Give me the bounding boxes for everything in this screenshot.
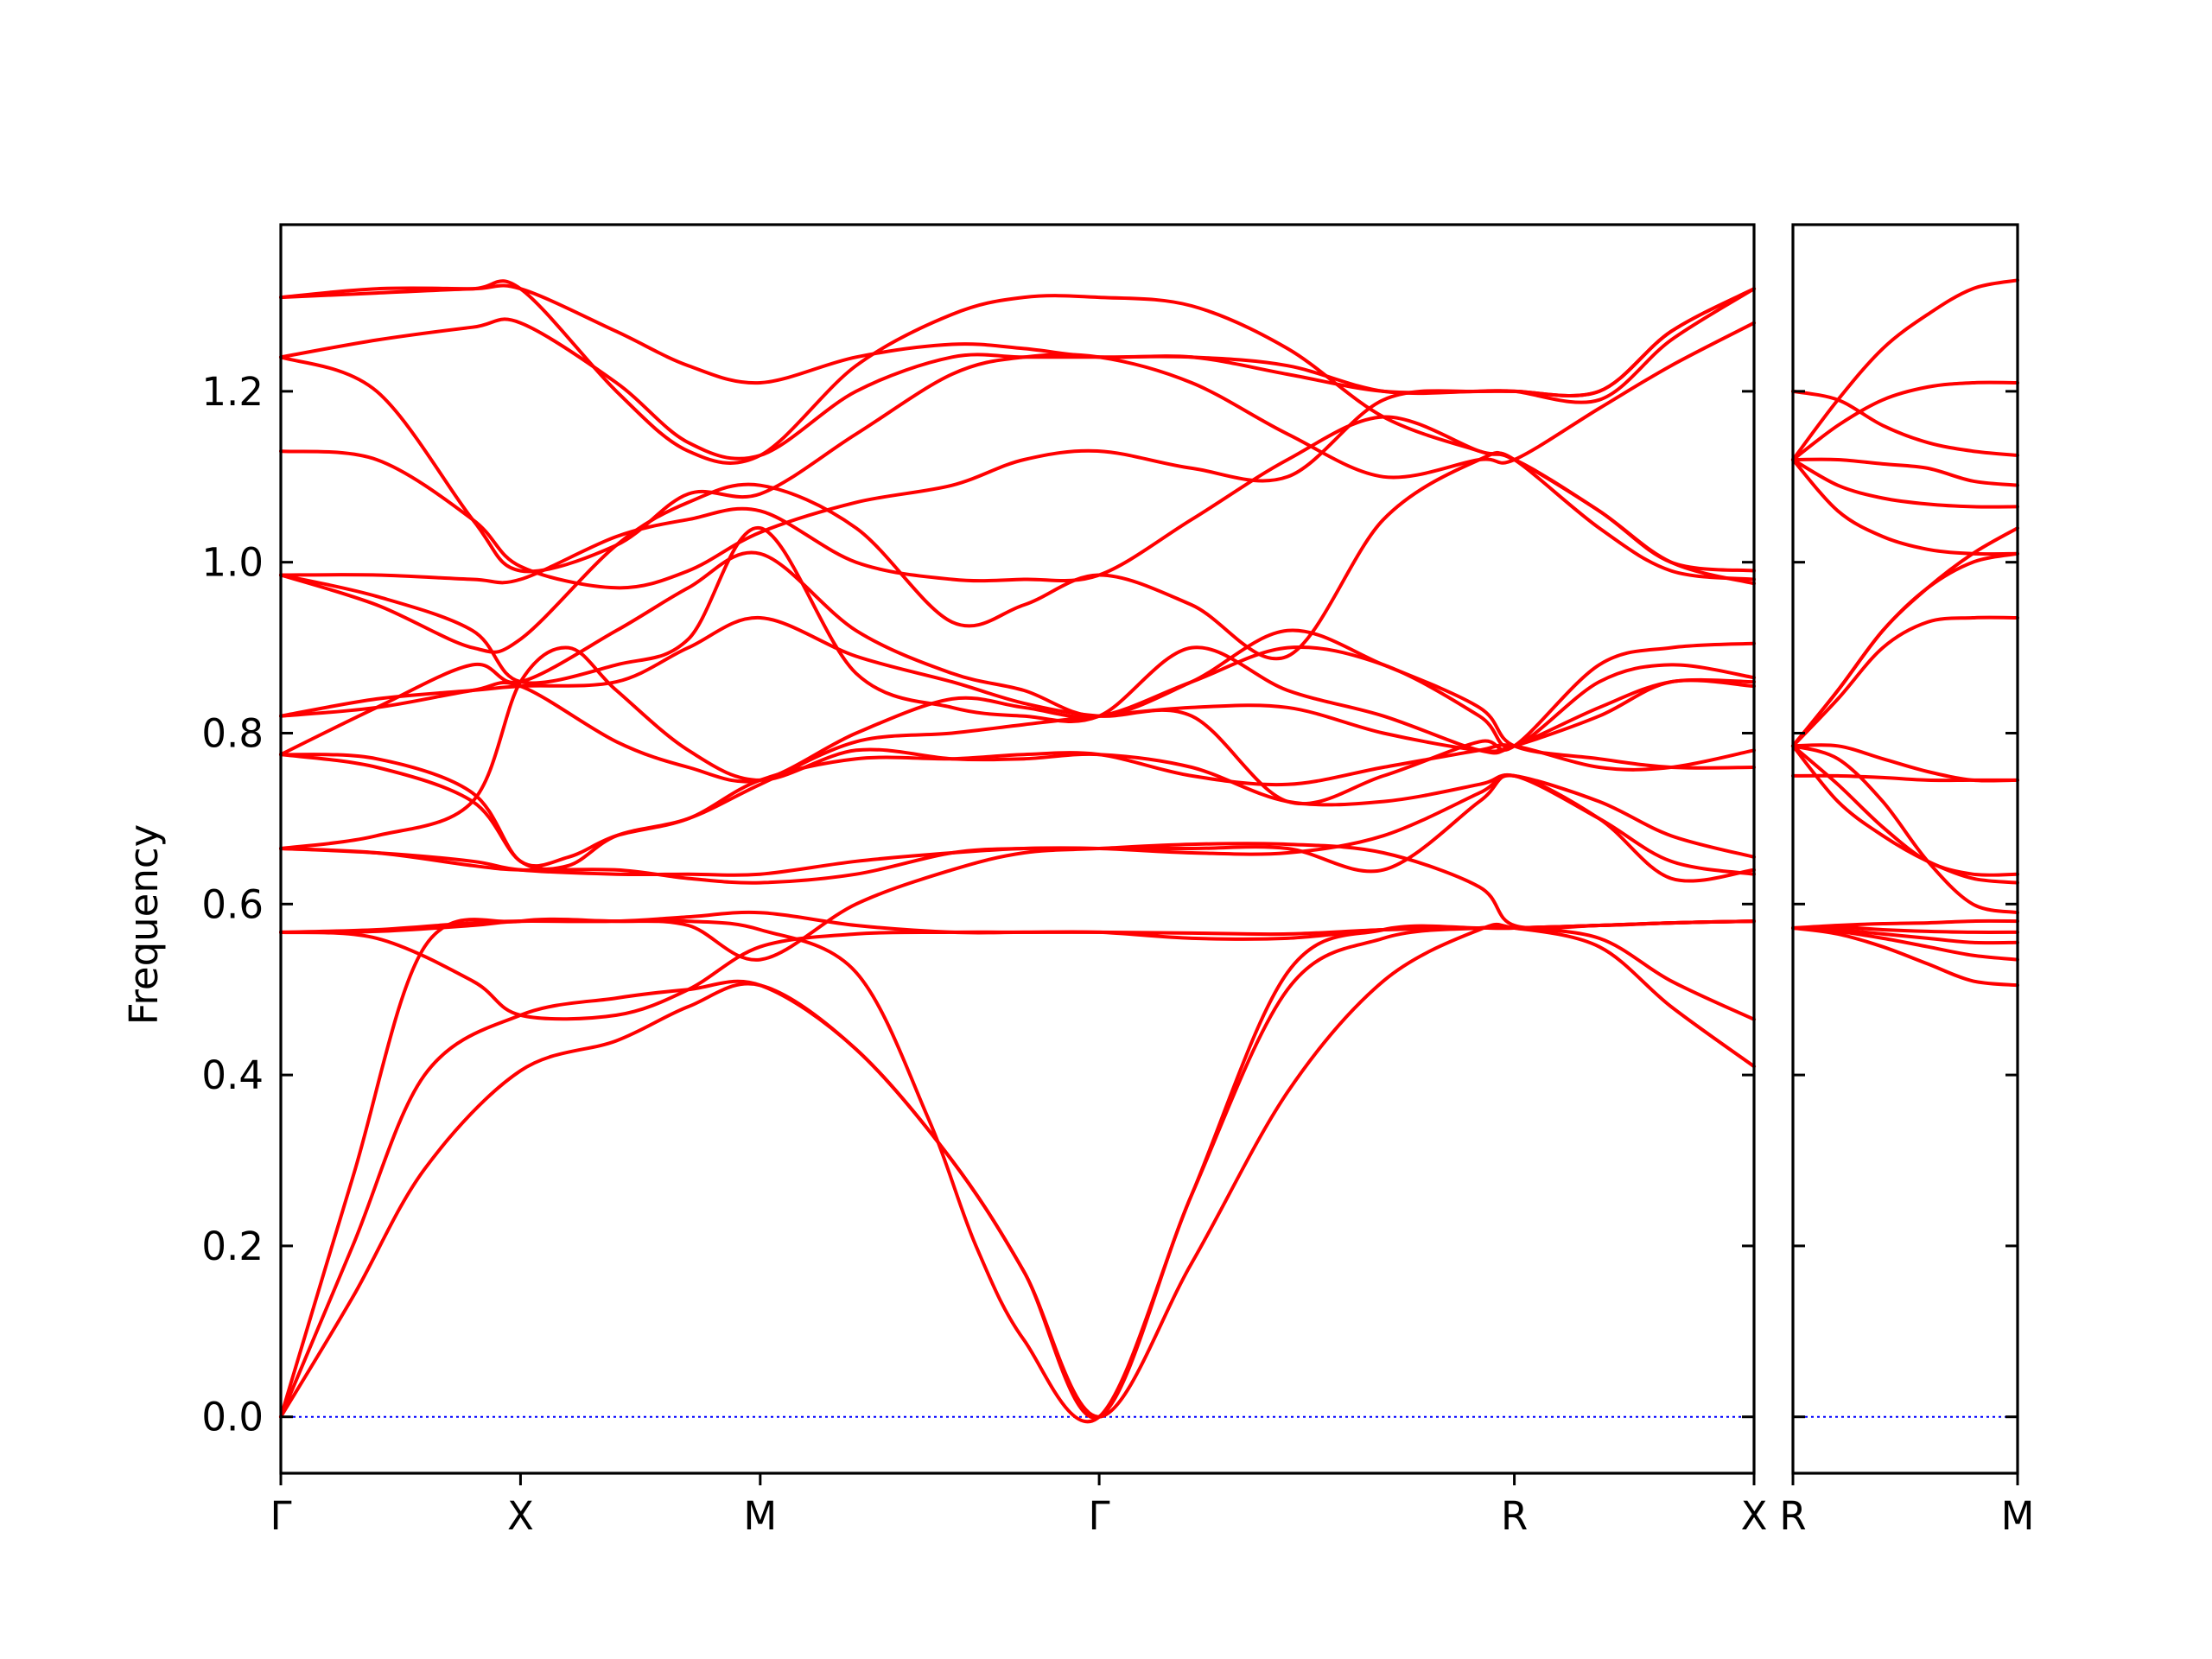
y-tick-label: 1.2 — [201, 369, 264, 415]
band-line — [279, 917, 1756, 1424]
band-line — [279, 283, 1756, 404]
band-line — [279, 279, 1756, 573]
axes-frame — [1791, 223, 2019, 1475]
band-line — [279, 615, 1756, 806]
x-tick-label: Γ — [270, 1493, 291, 1539]
band-line — [1791, 926, 2019, 945]
band-line — [279, 321, 1756, 574]
y-tick-label: 0.4 — [201, 1052, 264, 1098]
band-line — [1791, 744, 2019, 915]
band-line — [279, 910, 1756, 941]
band-line — [1791, 458, 2019, 556]
band-line — [279, 772, 1756, 877]
band-line — [1791, 457, 2019, 487]
x-tick-label: X — [1741, 1493, 1768, 1539]
band-line — [1791, 389, 2019, 457]
band-line — [1791, 743, 2019, 783]
y-tick-label: 1.0 — [201, 540, 264, 586]
band-line — [1791, 744, 2019, 877]
band-line — [1791, 458, 2019, 509]
axes-frame — [279, 223, 1756, 1475]
y-axis-label: Frequency — [121, 824, 167, 1025]
panel-main-path: 0.0 0.2 0.4 0.6 0.8 1.0 1.2 Γ X M Γ R X — [201, 223, 1768, 1539]
band-line — [279, 450, 1756, 661]
band-line — [279, 287, 1756, 461]
y-tick-label: 0.2 — [201, 1224, 264, 1269]
band-line — [1791, 551, 2019, 748]
band-line — [279, 919, 1756, 1021]
x-tick-label: M — [743, 1493, 777, 1539]
band-line — [1791, 278, 2019, 461]
band-line — [279, 842, 1756, 962]
band-line — [1791, 918, 2019, 930]
x-tick-label: R — [1779, 1493, 1806, 1539]
x-tick-label: X — [507, 1493, 534, 1539]
x-tick-label: Γ — [1089, 1493, 1110, 1539]
band-line — [1791, 744, 2019, 885]
y-tick-label: 0.6 — [201, 881, 264, 927]
band-line — [279, 526, 1756, 755]
x-tick-label: M — [2001, 1493, 2035, 1539]
band-line — [279, 415, 1756, 585]
band-line — [1791, 926, 2019, 988]
band-line — [279, 678, 1756, 871]
band-line — [1791, 380, 2019, 461]
x-tick-label: R — [1501, 1493, 1528, 1539]
y-tick-label: 0.0 — [201, 1395, 264, 1440]
y-tick-label: 0.8 — [201, 710, 264, 756]
band-line — [279, 925, 1756, 1420]
band-line — [1791, 615, 2019, 748]
band-line — [279, 922, 1756, 1419]
band-line — [279, 287, 1756, 590]
